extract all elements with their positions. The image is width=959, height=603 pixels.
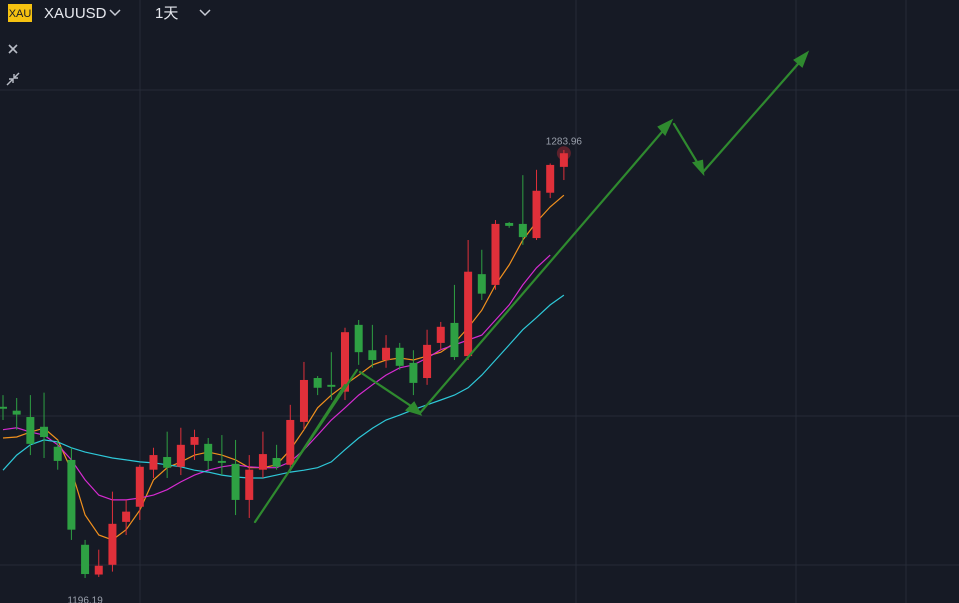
shrink-icon[interactable] xyxy=(6,72,20,86)
candle-body xyxy=(477,274,486,294)
annotation-arrows xyxy=(253,50,810,524)
drawn-line xyxy=(358,370,422,414)
close-icon[interactable] xyxy=(8,44,18,54)
candle-body xyxy=(0,406,7,409)
icon-stroke xyxy=(13,72,20,79)
candle-body xyxy=(382,347,391,360)
drawn-line xyxy=(672,54,807,174)
candle-body xyxy=(176,444,185,467)
moving-average-line xyxy=(2,194,565,541)
candle-body xyxy=(286,419,295,465)
badge-text: XAU xyxy=(9,8,32,20)
arrow-head xyxy=(793,50,810,68)
candle-body xyxy=(450,322,459,358)
candle-body xyxy=(395,347,404,366)
candle-body xyxy=(546,164,555,193)
toolbar: XAU XAUUSD 1天 xyxy=(6,4,211,86)
candle-body xyxy=(12,410,21,415)
candle-body xyxy=(313,378,322,388)
high-label: 1283.96 xyxy=(546,137,583,148)
drawn-line xyxy=(418,123,670,415)
candle-body xyxy=(341,332,349,392)
candle-body xyxy=(135,466,144,507)
candle-body xyxy=(163,457,172,468)
symbol[interactable]: XAUUSD xyxy=(44,5,107,22)
candle-body xyxy=(67,459,76,530)
candle-body xyxy=(108,523,117,565)
candle-body xyxy=(204,443,213,461)
candle-body xyxy=(40,426,49,438)
candle-body xyxy=(94,565,103,575)
icon-stroke xyxy=(6,78,14,86)
candle-body xyxy=(491,223,500,285)
arrow-head xyxy=(657,118,674,137)
candle-body xyxy=(81,544,90,575)
candle-body xyxy=(26,417,35,444)
candle-body xyxy=(354,324,363,353)
candle-body xyxy=(436,326,445,343)
candle-body xyxy=(190,437,199,445)
candle-body xyxy=(258,454,267,470)
low-label: 1196.19 xyxy=(67,596,103,603)
symbol-badge xyxy=(8,4,32,22)
candle-body xyxy=(368,350,377,360)
last-price-glow xyxy=(556,146,571,161)
candle-body xyxy=(299,379,308,422)
candle-body xyxy=(217,460,226,463)
candle-body xyxy=(559,153,568,167)
interval[interactable]: 1天 xyxy=(155,5,178,22)
moving-average-line xyxy=(2,294,565,479)
candle-body xyxy=(423,344,432,379)
arrow-head xyxy=(691,159,705,177)
icon-stroke xyxy=(13,74,18,79)
candle-body xyxy=(505,222,514,226)
candle-body xyxy=(464,271,473,357)
plot: 1283.96 1196.19 xyxy=(0,137,582,603)
candle-body xyxy=(122,511,131,522)
drawn-line xyxy=(288,383,347,472)
candle-body xyxy=(53,446,62,461)
icon-stroke xyxy=(9,78,14,83)
candle-body xyxy=(518,223,527,238)
icon-stroke xyxy=(8,44,18,54)
chevron[interactable] xyxy=(199,9,211,17)
chevron[interactable] xyxy=(109,9,121,17)
candle-body xyxy=(272,457,281,467)
candle-body xyxy=(532,190,541,239)
candle-body xyxy=(245,469,254,500)
candle-body xyxy=(327,384,336,387)
candle-body xyxy=(409,362,418,383)
candle-body xyxy=(149,455,158,470)
candle-body xyxy=(231,463,240,500)
arrow-head xyxy=(404,401,423,416)
